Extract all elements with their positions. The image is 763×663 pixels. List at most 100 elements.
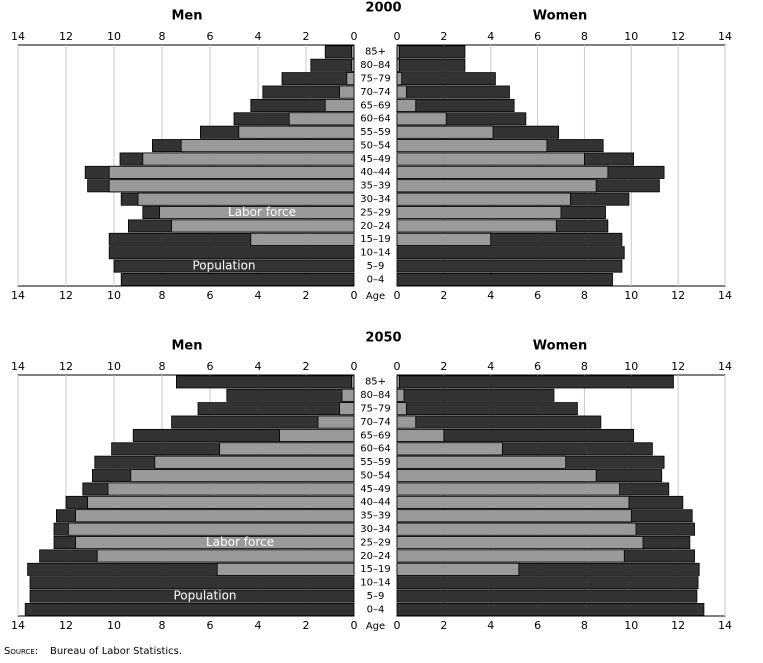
- men-bar: [324, 98, 355, 112]
- men-bar: [351, 45, 355, 59]
- men-bar: [159, 206, 355, 220]
- men-bar: [279, 428, 355, 442]
- age-label: 75–79: [360, 73, 390, 84]
- women-bar: [396, 125, 494, 139]
- women-bar: [396, 192, 571, 206]
- age-label: 0–4: [367, 274, 385, 285]
- age-label: 30–34: [360, 524, 390, 535]
- men-bar: [346, 72, 355, 86]
- women-bar: [396, 139, 548, 153]
- age-label: 55–59: [360, 457, 390, 468]
- men-bar: [108, 165, 355, 179]
- women-bar: [396, 469, 597, 483]
- men-bar: [137, 192, 355, 206]
- men-bar: [75, 509, 355, 523]
- age-label: 45–49: [360, 154, 390, 165]
- women-bar: [396, 402, 407, 416]
- women-x-tick-label-top: 14: [718, 30, 732, 43]
- women-bar: [396, 219, 557, 233]
- women-bar: [396, 455, 567, 469]
- age-label: 20–24: [360, 221, 390, 232]
- men-bar: [108, 246, 355, 260]
- women-x-tick-label-bottom: 8: [581, 289, 588, 302]
- women-bar: [396, 246, 625, 260]
- age-label: 50–54: [360, 140, 390, 151]
- age-label: 10–14: [360, 578, 390, 589]
- age-label: 15–19: [360, 234, 390, 245]
- women-bar: [396, 98, 417, 112]
- women-bar: [396, 179, 597, 193]
- women-x-tick-label-top: 12: [671, 30, 685, 43]
- men-x-tick-label-bottom: 14: [11, 289, 25, 302]
- men-x-tick-label-top: 8: [159, 30, 166, 43]
- women-x-tick-label-top: 12: [671, 360, 685, 373]
- men-bar: [250, 232, 355, 246]
- women-bar: [396, 388, 555, 402]
- women-bar: [396, 375, 674, 389]
- men-bar: [113, 259, 355, 273]
- men-x-tick-label-bottom: 14: [11, 619, 25, 632]
- women-bar: [396, 562, 520, 576]
- women-x-tick-label-bottom: 0: [394, 619, 401, 632]
- women-bar: [396, 402, 578, 416]
- men-x-tick-label-bottom: 8: [159, 619, 166, 632]
- men-bar: [324, 45, 355, 59]
- age-label: 80–84: [360, 60, 390, 71]
- men-bar: [154, 455, 355, 469]
- age-label: 80–84: [360, 390, 390, 401]
- men-bar: [339, 402, 355, 416]
- series-label: Population: [173, 588, 236, 602]
- women-x-tick-label-top: 0: [394, 360, 401, 373]
- women-x-tick-label-top: 4: [487, 30, 494, 43]
- women-bar: [396, 45, 466, 59]
- age-label: 85+: [365, 47, 386, 58]
- women-x-tick-label-bottom: 8: [581, 619, 588, 632]
- men-x-tick-label-top: 2: [303, 30, 310, 43]
- women-x-tick-label-top: 6: [534, 30, 541, 43]
- age-label: 20–24: [360, 551, 390, 562]
- men-bar: [341, 388, 355, 402]
- women-bar: [396, 442, 503, 456]
- women-x-tick-label-top: 2: [440, 360, 447, 373]
- men-x-tick-label-bottom: 10: [107, 619, 121, 632]
- age-label: 70–74: [360, 417, 390, 428]
- series-label: Labor force: [228, 205, 296, 219]
- women-x-tick-label-top: 0: [394, 30, 401, 43]
- age-label: 75–79: [360, 403, 390, 414]
- women-bar: [396, 72, 403, 86]
- men-bar: [226, 388, 355, 402]
- age-label: 15–19: [360, 564, 390, 575]
- chart-title: 2050: [365, 331, 401, 346]
- women-bar: [396, 576, 699, 590]
- age-label: 30–34: [360, 194, 390, 205]
- women-bar: [396, 589, 698, 603]
- age-label: 85+: [365, 377, 386, 388]
- men-title: Men: [171, 9, 202, 24]
- men-bar: [238, 125, 355, 139]
- men-x-tick-label-top: 2: [303, 360, 310, 373]
- women-bar: [396, 388, 405, 402]
- women-x-tick-label-top: 10: [624, 360, 638, 373]
- women-x-tick-label-top: 2: [440, 30, 447, 43]
- age-label: 65–69: [360, 100, 390, 111]
- men-x-tick-label-top: 14: [11, 30, 25, 43]
- men-bar: [75, 536, 355, 550]
- series-label: Population: [192, 258, 255, 272]
- men-bar: [171, 219, 355, 233]
- men-bar: [197, 402, 355, 416]
- age-label: 60–64: [360, 444, 390, 455]
- age-label: 0–4: [367, 604, 385, 615]
- men-x-tick-label-bottom: 12: [59, 619, 73, 632]
- women-bar: [396, 206, 562, 220]
- women-bar: [396, 522, 637, 536]
- men-bar: [96, 549, 355, 563]
- men-x-tick-label-top: 0: [351, 30, 358, 43]
- men-bar: [180, 139, 355, 153]
- men-x-tick-label-top: 6: [207, 30, 214, 43]
- women-x-tick-label-top: 8: [581, 360, 588, 373]
- women-bar: [396, 58, 400, 72]
- men-bar: [310, 58, 355, 72]
- men-bar: [29, 576, 355, 590]
- men-x-tick-label-bottom: 6: [207, 289, 214, 302]
